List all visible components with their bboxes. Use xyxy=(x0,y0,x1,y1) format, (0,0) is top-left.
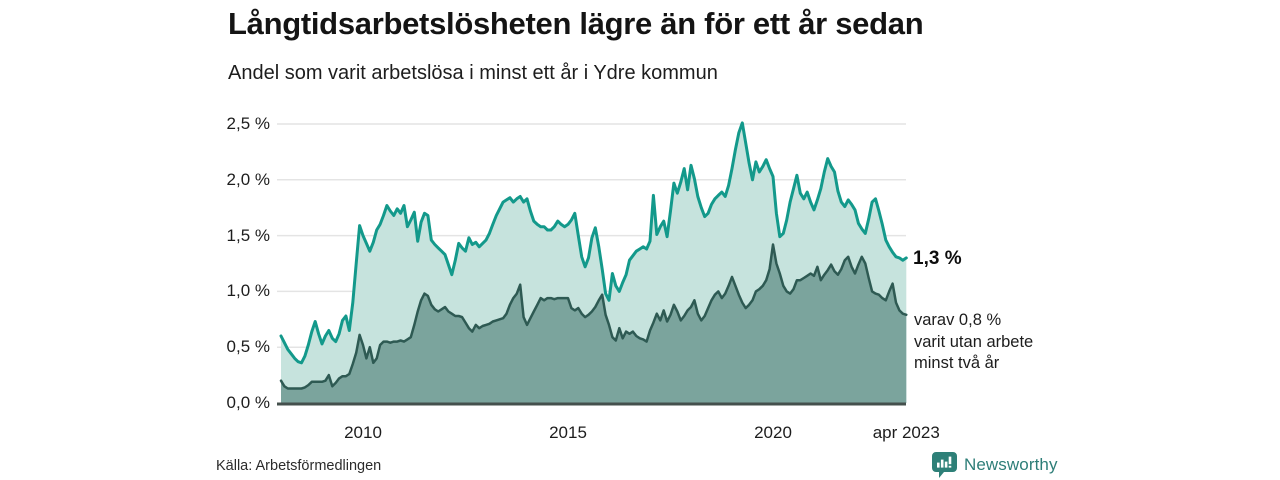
annotation-line: varit utan arbete xyxy=(914,332,1034,351)
series-line xyxy=(279,121,908,365)
y-tick-label: 1,0 % xyxy=(226,281,270,301)
newsworthy-bubble-chart-icon xyxy=(932,452,957,478)
newsworthy-logo: Newsworthy xyxy=(932,452,1058,478)
logo-wordmark: Newsworthy xyxy=(964,455,1058,474)
y-tick-label: 0,0 % xyxy=(226,393,270,412)
page-title: Långtidsarbetslösheten lägre än för ett … xyxy=(228,6,924,41)
source-note: Källa: Arbetsförmedlingen xyxy=(216,458,382,474)
series-line xyxy=(279,243,908,390)
x-tick-label: 2020 xyxy=(754,423,792,442)
area-fill xyxy=(281,244,907,403)
y-tick-label: 1,5 % xyxy=(226,225,270,245)
chart-subtitle: Andel som varit arbetslösa i minst ett å… xyxy=(228,62,718,84)
y-tick-label: 2,0 % xyxy=(226,169,270,189)
x-tick-label: 2010 xyxy=(344,423,382,442)
two-year-annotation: varav 0,8 % varit utan arbete minst två … xyxy=(914,310,1033,375)
x-tick-label: apr 2023 xyxy=(872,423,940,442)
annotation-line: varav 0,8 % xyxy=(914,311,1002,329)
x-tick-label: 2015 xyxy=(549,423,587,442)
y-tick-label: 2,5 % xyxy=(226,114,270,133)
annotation-line: minst två år xyxy=(914,354,1000,372)
y-tick-label: 0,5 % xyxy=(226,337,270,357)
latest-value-label: 1,3 % xyxy=(913,248,962,269)
